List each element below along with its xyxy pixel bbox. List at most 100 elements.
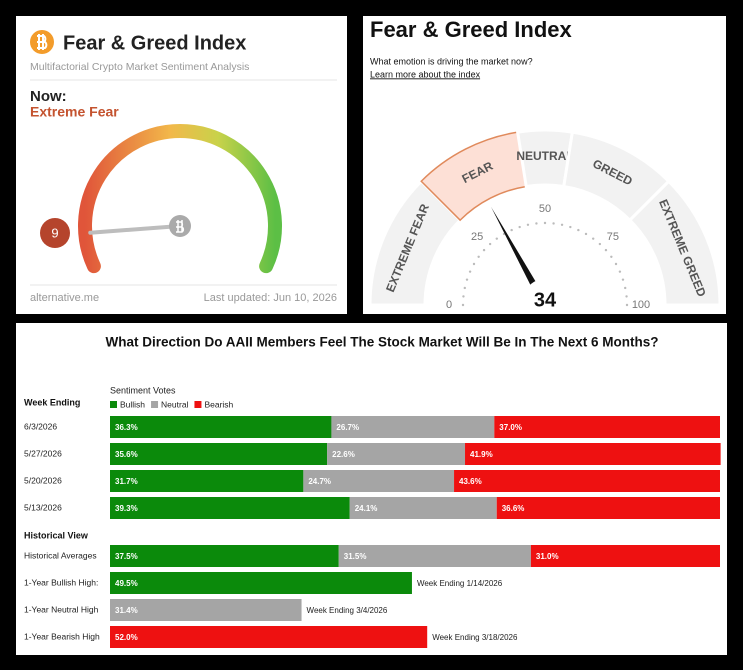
value-label: 24.7%	[308, 477, 331, 486]
dot	[465, 278, 469, 281]
dot	[560, 223, 564, 226]
chart-title: Fear & Greed Index	[370, 17, 573, 42]
bar-segment	[303, 470, 455, 492]
value-label: 31.4%	[115, 606, 138, 615]
bar-segment	[338, 545, 531, 567]
legend-label: Bullish	[120, 399, 145, 409]
group-label: Historical View	[24, 530, 89, 540]
category-label: 6/3/2026	[24, 421, 57, 431]
tick-label: 25	[471, 231, 483, 243]
category-label: 5/20/2026	[24, 475, 62, 485]
legend-label: Bearish	[204, 399, 233, 409]
needle	[88, 224, 182, 235]
value-label: 22.6%	[332, 450, 355, 459]
note: Week Ending 1/14/2026	[417, 579, 503, 588]
value-label: 41.9%	[470, 450, 493, 459]
needle-hub	[169, 215, 191, 237]
dot	[461, 303, 465, 307]
category-label: Historical Averages	[24, 550, 97, 560]
dot	[569, 225, 572, 229]
bar-segment	[327, 443, 466, 465]
value-label: 31.7%	[115, 477, 138, 486]
dot	[621, 278, 625, 281]
dot	[618, 270, 622, 273]
value-label: 43.6%	[459, 477, 482, 486]
bar-segment	[331, 416, 495, 438]
dot	[526, 223, 530, 226]
legend-label: Neutral	[161, 399, 189, 409]
tick-label: 50	[539, 203, 551, 215]
legend-swatch	[110, 401, 117, 408]
category-label: 1-Year Bearish High	[24, 631, 100, 641]
zone-label: NEUTRAL	[516, 149, 573, 163]
chart-title: What Direction Do AAII Members Feel The …	[106, 335, 659, 350]
bar-segment	[530, 545, 720, 567]
value-label: 39.3%	[115, 504, 138, 513]
bar-segment	[110, 545, 339, 567]
dot	[614, 262, 618, 266]
dot	[468, 270, 472, 273]
source: alternative.me	[30, 292, 99, 304]
legend-swatch	[151, 401, 159, 408]
bar-segment	[494, 416, 720, 438]
dot	[604, 248, 608, 252]
value-label: 52.0%	[115, 633, 138, 642]
category-label: 1-Year Bullish High:	[24, 577, 98, 587]
tick-label: 100	[632, 299, 650, 311]
bar-segment	[110, 572, 412, 594]
value-label: 49.5%	[115, 579, 138, 588]
bar-segment	[110, 416, 332, 438]
dot	[477, 255, 480, 259]
bar-segment	[110, 626, 428, 648]
dot	[488, 242, 492, 246]
dot	[625, 303, 629, 307]
value-label: 31.5%	[344, 552, 367, 561]
chart-subtitle: What emotion is driving the market now?	[370, 56, 533, 66]
updated: Last updated: Jun 10, 2026	[204, 292, 337, 304]
zone	[627, 179, 722, 307]
dot	[482, 248, 486, 252]
tick-label: 0	[446, 299, 452, 311]
bitcoin-glyph	[37, 34, 48, 50]
legend-swatch	[194, 401, 202, 408]
dot	[463, 286, 466, 290]
value-label: 9	[51, 225, 58, 240]
dot	[495, 237, 499, 240]
needle-hub	[523, 279, 567, 314]
dot	[624, 286, 627, 290]
legend-title: Sentiment Votes	[110, 385, 176, 395]
note: Week Ending 3/4/2026	[307, 606, 388, 615]
dot	[472, 262, 476, 266]
bar-segment	[110, 497, 350, 519]
bar-segment	[110, 599, 302, 621]
dot	[610, 255, 613, 259]
value-label: 34	[534, 289, 557, 311]
value-label: 37.5%	[115, 552, 138, 561]
group-label: Week Ending	[24, 397, 80, 407]
dot	[584, 232, 588, 236]
dot	[543, 221, 547, 225]
dot	[518, 225, 521, 229]
value-label: 24.1%	[355, 504, 378, 513]
now-label: Now:	[30, 88, 67, 105]
category-label: 5/13/2026	[24, 502, 62, 512]
learn-more-link[interactable]: Learn more about the index	[370, 69, 481, 79]
dot	[591, 237, 595, 240]
dot	[598, 242, 602, 246]
dot	[552, 222, 555, 225]
panel	[16, 16, 347, 314]
classification: Extreme Fear	[30, 104, 119, 120]
bar-segment	[465, 443, 721, 465]
value-label: 37.0%	[499, 423, 522, 432]
dot	[625, 295, 628, 298]
bitcoin-glyph	[176, 220, 185, 233]
chart-subtitle: Multifactorial Crypto Market Sentiment A…	[30, 61, 249, 73]
dot	[577, 228, 580, 232]
gauge-arc	[78, 124, 282, 274]
value-label: 36.6%	[502, 504, 525, 513]
category-label: 5/27/2026	[24, 448, 62, 458]
chart-title: Fear & Greed Index	[63, 32, 246, 54]
dot	[535, 222, 538, 225]
